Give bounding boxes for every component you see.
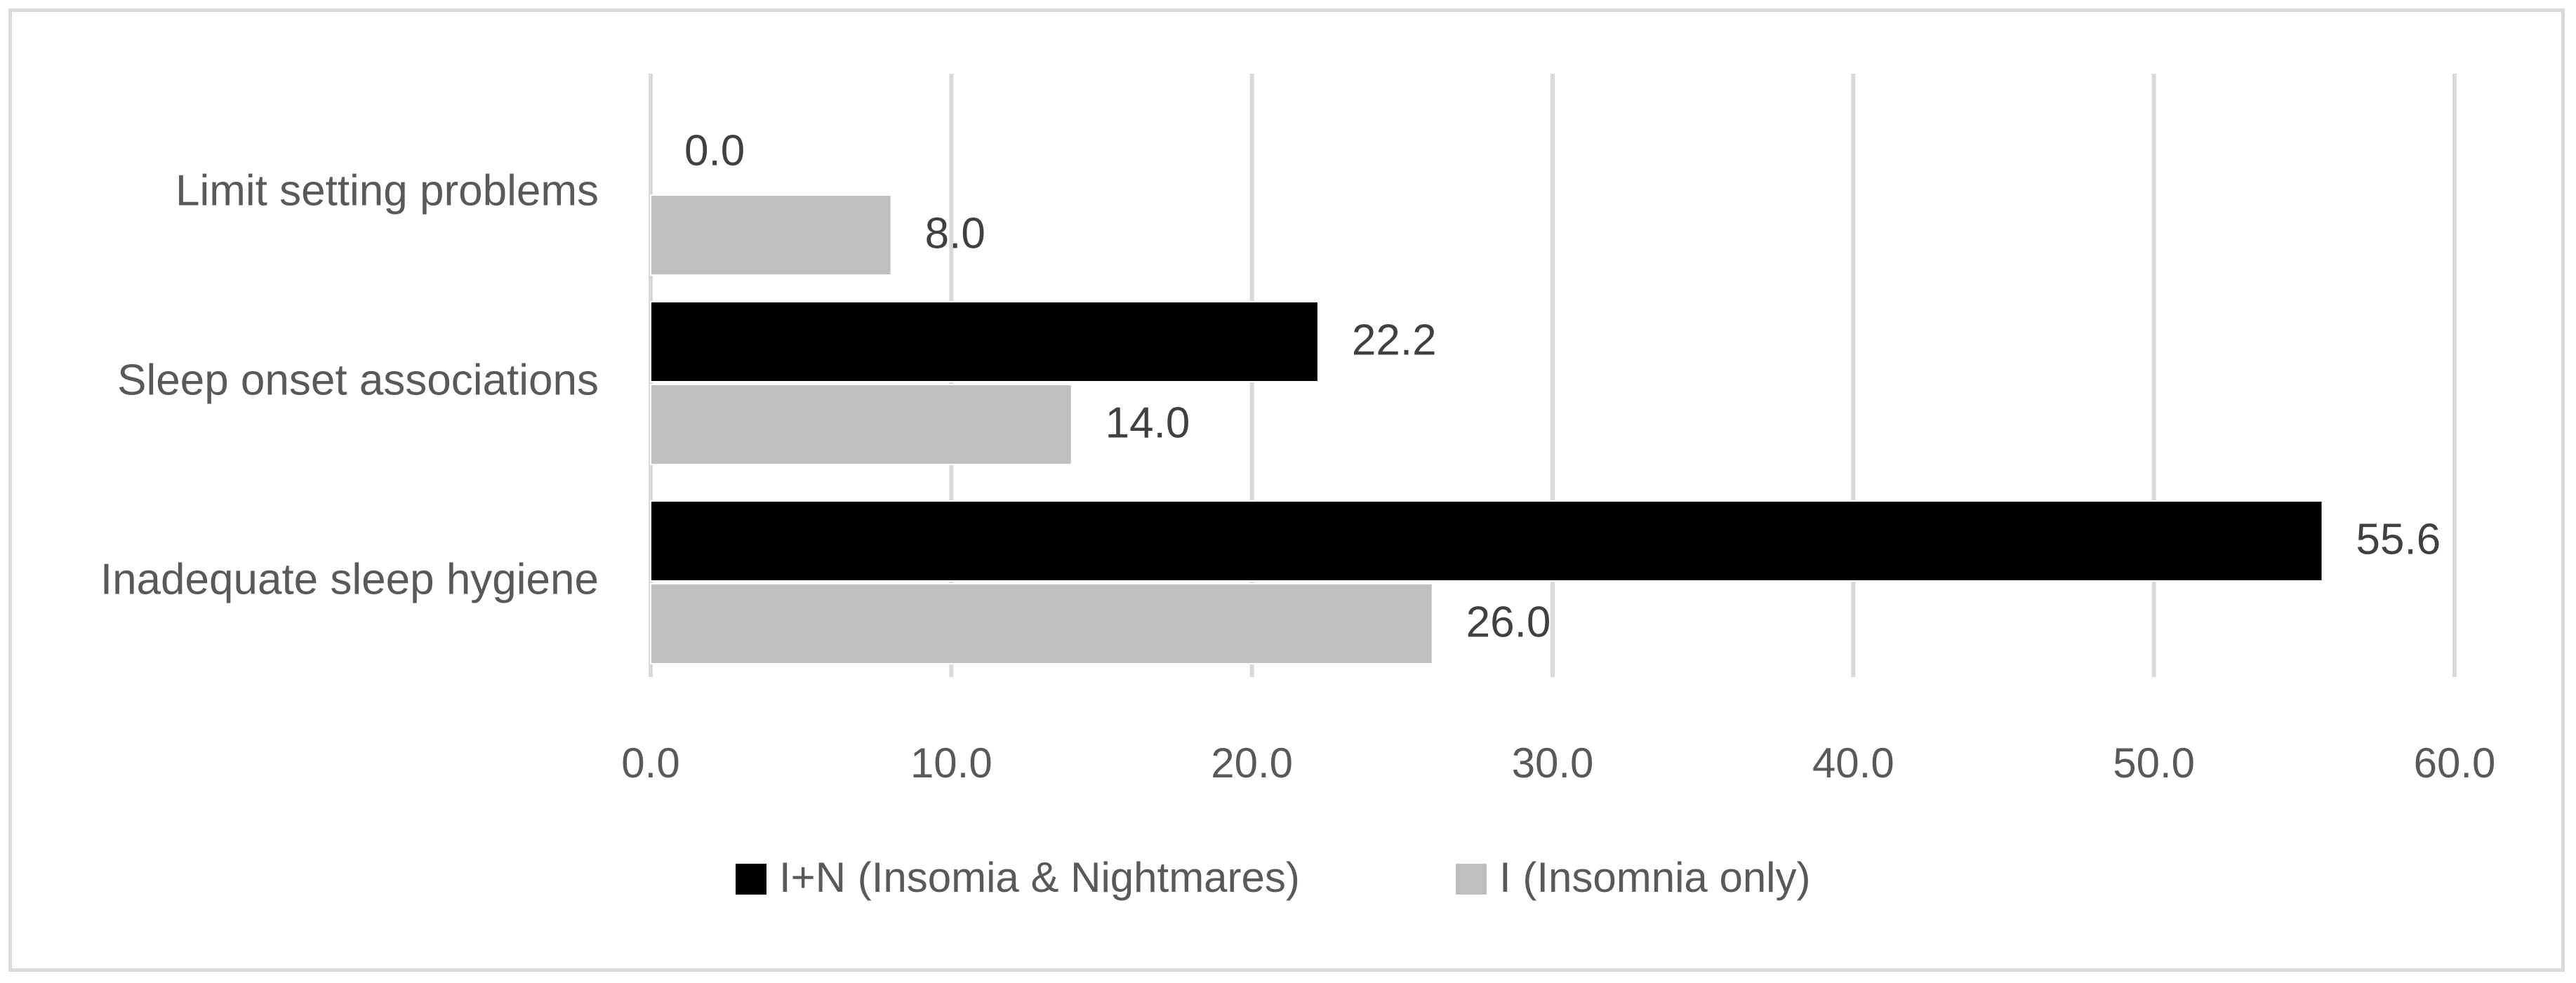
data-label: 14.0 [1106, 399, 1190, 447]
chart-frame [8, 8, 2565, 972]
data-label: 26.0 [1466, 598, 1551, 646]
bar-insomnia-nightmares [650, 500, 2323, 582]
data-label: 0.0 [684, 126, 745, 175]
x-tick-label: 40.0 [1812, 740, 1894, 787]
data-label: 8.0 [925, 209, 985, 258]
bar-insomnia-only [650, 384, 1073, 465]
bar-insomnia-only [650, 583, 1433, 664]
bar-insomnia-nightmares [650, 301, 1319, 382]
data-label: 22.2 [1352, 316, 1437, 364]
category-label: Inadequate sleep hygiene [100, 555, 599, 603]
legend-swatch [736, 864, 766, 895]
legend-swatch [1456, 864, 1487, 895]
bars [650, 194, 2323, 664]
category-label: Limit setting problems [175, 166, 599, 215]
legend-label: I+N (Insomia & Nightmares) [779, 854, 1300, 901]
x-tick-label: 0.0 [621, 740, 679, 787]
category-label: Sleep onset associations [117, 356, 599, 404]
value-axis: 0.0 10.0 20.0 30.0 40.0 50.0 60.0 [621, 740, 2495, 787]
x-tick-label: 20.0 [1211, 740, 1293, 787]
x-tick-label: 10.0 [910, 740, 992, 787]
x-tick-label: 30.0 [1512, 740, 1594, 787]
x-tick-label: 50.0 [2113, 740, 2195, 787]
bar-insomnia-only [650, 194, 892, 276]
legend: I+N (Insomia & Nightmares) I (Insomnia on… [736, 854, 1811, 901]
legend-label: I (Insomnia only) [1499, 854, 1811, 901]
data-label: 55.6 [2356, 515, 2441, 563]
x-tick-label: 60.0 [2414, 740, 2496, 787]
category-axis: Limit setting problems Sleep onset associ… [100, 166, 599, 603]
data-labels: 0.0 22.2 55.6 8.0 14.0 26.0 [684, 126, 2441, 646]
